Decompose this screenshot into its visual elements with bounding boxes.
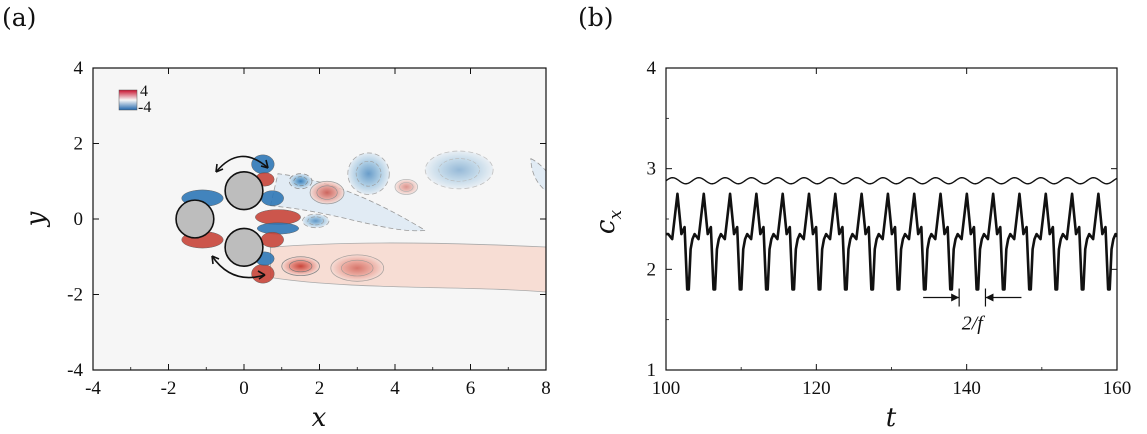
y-axis-label-b-main: c (591, 219, 621, 234)
y-tick-label-a: 4 (74, 58, 84, 79)
y-tick-label-a: -4 (67, 360, 83, 381)
rotation-arrows (211, 155, 269, 280)
series-lines (666, 177, 1117, 291)
rotation-arrow-top-head-right (260, 159, 269, 169)
y-tick-label-b: 1 (647, 360, 657, 381)
vorticity-panel: 4 -4 -4 -2 0 2 4 6 8 -4 -2 0 2 4 x y (21, 58, 551, 433)
cylinder (224, 227, 264, 267)
force-panel: 100 120 140 160 1 2 3 4 2/f t cx (591, 58, 1131, 433)
rotation-arrow-bottom-head-right (257, 270, 266, 280)
y-tick-label-a: 0 (74, 209, 84, 230)
vortex-core (281, 256, 320, 277)
vortex (281, 256, 320, 277)
x-tick-label-a: 6 (466, 378, 476, 399)
vortex-core (330, 254, 385, 282)
ticks-a: -4 -2 0 2 4 6 8 -4 -2 0 2 4 (67, 58, 551, 399)
cylinders (175, 171, 264, 267)
vortex (309, 180, 345, 205)
vortex-core (309, 180, 345, 205)
x-tick-label-b: 140 (952, 378, 981, 399)
shear-mid-top (260, 190, 284, 207)
wake-lower-streak (270, 242, 546, 293)
vortex-core (347, 152, 390, 195)
y-axis-label-a: y (21, 211, 51, 227)
x-tick-label-a: -4 (85, 378, 101, 399)
vortex (288, 173, 313, 190)
vortex-contour (438, 158, 480, 182)
y-tick-label-a: -2 (67, 285, 83, 306)
vortex-contour (307, 216, 324, 226)
ticks-b: 100 120 140 160 1 2 3 4 (647, 58, 1132, 399)
gap-flow-pos (255, 209, 301, 225)
colorbar (118, 89, 138, 111)
vortex-core (424, 150, 494, 190)
colorbar-max-label: 4 (140, 83, 148, 100)
y-tick-label-a: 2 (74, 134, 84, 155)
vorticity-field (181, 150, 546, 293)
y-tick-label-b: 2 (647, 259, 657, 280)
x-tick-label-a: 8 (541, 378, 551, 399)
y-tick-label-b: 4 (647, 58, 657, 79)
vortex (302, 213, 330, 229)
x-tick-label-a: -2 (161, 378, 177, 399)
cylinder (175, 199, 215, 239)
rotation-arrow-top (215, 155, 269, 173)
vortex-contour (316, 185, 338, 200)
cylinder (224, 171, 264, 211)
shear-mid-bottom (260, 231, 284, 248)
y-tick-label-b: 3 (647, 159, 657, 180)
rotation-arrow-bottom-head-left (211, 255, 220, 265)
vortex-contour (399, 182, 414, 192)
x-tick-label-b: 160 (1103, 378, 1132, 399)
vortex (347, 152, 390, 195)
period-annotation (923, 288, 1022, 307)
vortex-contour (288, 260, 313, 273)
vortex (394, 178, 419, 195)
y-axis-label-b-sub: x (606, 210, 626, 220)
vortex (330, 254, 385, 282)
colorbar-min-label: -4 (138, 99, 151, 116)
series-thin (666, 177, 1117, 185)
x-axis-label-a: x (312, 403, 327, 433)
panel-label-b: (b) (578, 3, 614, 32)
vortex (424, 150, 494, 190)
series-thick (666, 192, 1117, 291)
x-axis-label-b: t (886, 403, 897, 433)
vortex-core (394, 178, 419, 195)
vortex-contour (355, 160, 382, 187)
gap-flow-neg (256, 222, 299, 235)
vortex-core (288, 173, 313, 190)
x-tick-label-b: 100 (652, 378, 681, 399)
x-tick-label-a: 0 (239, 378, 249, 399)
wake-right-vortex-outline (530, 157, 546, 192)
vortex-contour (293, 176, 308, 187)
rotation-arrow-top-head-left (215, 163, 224, 173)
x-tick-label-b: 120 (802, 378, 831, 399)
vortex-contour (341, 259, 374, 277)
period-label: 2/f (962, 313, 986, 335)
x-tick-label-a: 2 (315, 378, 325, 399)
rotation-arrow-bottom (211, 255, 266, 279)
period-arrowhead-right (985, 293, 994, 302)
x-tick-label-a: 4 (390, 378, 400, 399)
vortex-core (302, 213, 330, 229)
y-axis-label-b: cx (591, 210, 626, 235)
panel-label-a: (a) (2, 3, 36, 32)
period-arrowhead-left (951, 293, 960, 302)
